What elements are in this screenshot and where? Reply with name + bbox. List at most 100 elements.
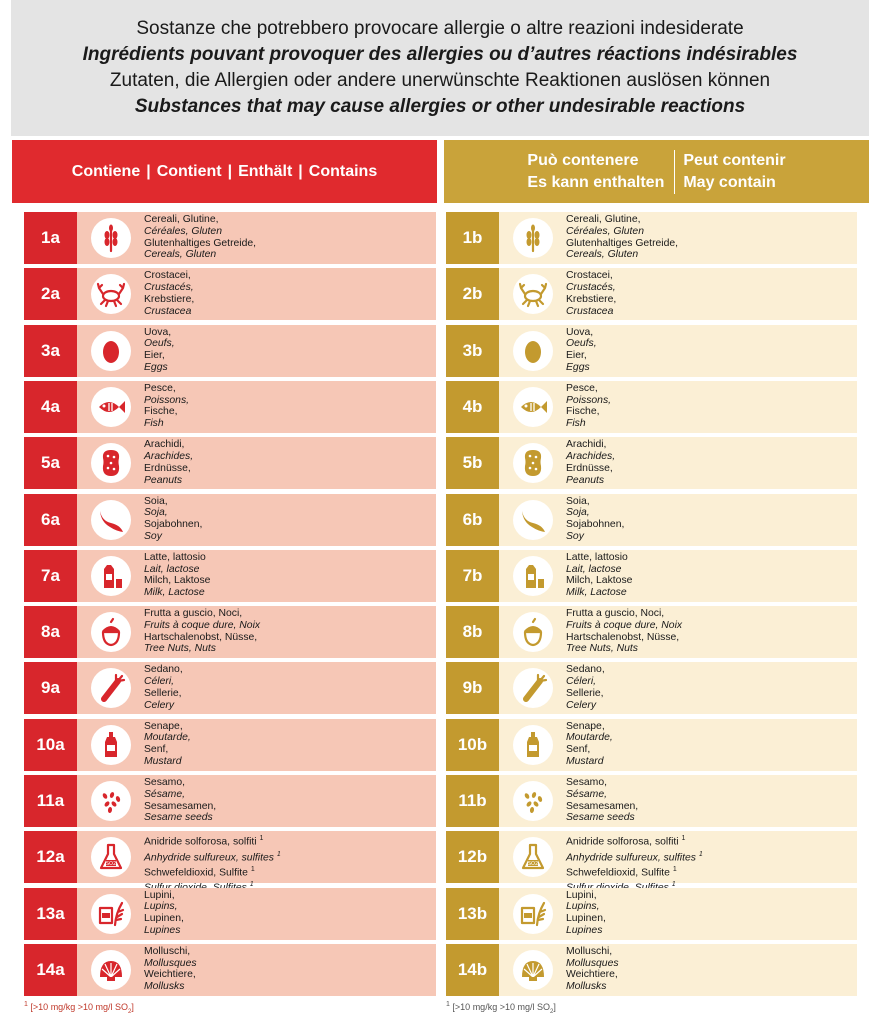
allergen-code: 5b: [446, 437, 499, 490]
allergen-code: 9a: [24, 662, 77, 715]
name-en: Mollusks: [566, 981, 607, 993]
name-de: Milch, Laktose: [566, 575, 633, 587]
allergen-names: Senape, Moutarde, Senf, Mustard: [566, 719, 613, 771]
name-fr: Crustacés,: [144, 282, 194, 294]
name-it: Arachidi,: [566, 439, 607, 451]
allergen-code: 7b: [446, 549, 499, 602]
allergen-names: Sesamo, Sésame, Sesamesamen, Sesame seeds: [144, 775, 216, 827]
name-en: Celery: [566, 699, 597, 711]
allergen-code: 9b: [446, 662, 499, 715]
name-de: Eier,: [144, 350, 165, 362]
allergen-code: 13a: [24, 887, 77, 940]
name-en: Peanuts: [144, 474, 183, 486]
name-it: Anidride solforosa, solfiti 1: [144, 835, 264, 848]
allergen-names: Latte, lattosio Lait, lactose Milch, Lakto…: [566, 550, 632, 602]
name-fr: Anhydride sulfureux, sulfites 1: [566, 850, 703, 864]
name-it: Lupini,: [566, 889, 597, 901]
name-de: Hartschalenobst, Nüsse,: [566, 631, 680, 643]
name-en: Milk, Lactose: [144, 587, 205, 599]
name-en: Eggs: [144, 361, 168, 373]
name-en: Soy: [144, 530, 162, 542]
allergen-row-4b: 4b Pesce, Poissons, Fische, Fish: [446, 380, 857, 433]
allergen-names: Frutta a guscio, Noci, Fruits à coque dur…: [566, 606, 682, 658]
name-fr: Fruits à coque dure, Noix: [566, 619, 683, 631]
allergen-row-4a: 4a Pesce, Poissons, Fische, Fish: [24, 380, 436, 433]
name-fr: Mollusques: [566, 957, 619, 969]
name-it: Frutta a guscio, Noci,: [144, 608, 243, 620]
allergen-code: 1a: [24, 212, 77, 264]
allergen-names: Soia, Soja, Sojabohnen, Soy: [566, 494, 624, 546]
name-it: Soia,: [566, 495, 590, 507]
allergen-row-9b: 9b Sedano, Céleri, Sellerie, Celery: [446, 662, 857, 715]
name-de: Lupinen,: [566, 913, 606, 925]
name-it: Sesamo,: [144, 777, 186, 788]
allergen-names: Molluschi, Mollusques Weichtiere, Mollusks: [144, 944, 197, 996]
allergen-names: Soia, Soja, Sojabohnen, Soy: [144, 494, 202, 546]
sesame-icon: [91, 781, 131, 821]
name-en: Eggs: [566, 361, 590, 373]
allergen-code: 4b: [446, 380, 499, 433]
name-de: Krebstiere,: [144, 293, 195, 305]
name-de: Sojabohnen,: [144, 519, 203, 531]
allergen-code: 2a: [24, 268, 77, 321]
allergen-code: 11a: [24, 775, 77, 827]
name-fr: Céréales, Gluten: [144, 225, 222, 237]
name-de: Eier,: [566, 350, 587, 362]
name-fr: Anhydride sulfureux, sulfites 1: [144, 850, 281, 864]
svg-text:SO2: SO2: [528, 861, 538, 867]
allergen-code: 14b: [446, 943, 499, 996]
name-de: Fische,: [566, 406, 600, 418]
name-it: Anidride solforosa, solfiti 1: [566, 835, 686, 848]
name-en: Milk, Lactose: [566, 587, 627, 599]
name-de: Weichtiere,: [144, 969, 196, 981]
sesame-icon: [513, 781, 553, 821]
egg-icon: [91, 330, 131, 371]
name-de: Schwefeldioxid, Sulfite 1: [566, 865, 677, 879]
name-it: Senape,: [566, 720, 605, 732]
name-en: Lupines: [144, 924, 181, 936]
allergen-row-3b: 3b Uova, Oeufs, Eier, Eggs: [446, 324, 857, 377]
title-english: Substances that may cause allergies or o…: [134, 96, 746, 117]
contains-header: Contiene | Contient | Enthält | Contains: [12, 140, 437, 203]
allergen-code: 5a: [24, 437, 77, 490]
flask-icon: SO2: [513, 837, 553, 878]
name-de: Sellerie,: [144, 687, 182, 699]
name-fr: Moutarde,: [566, 732, 613, 744]
allergen-row-13a: 13a Lupini, Lupins, Lupinen, Lupines: [24, 887, 436, 940]
name-fr: Sésame,: [144, 788, 186, 800]
name-en: Cereals, Gluten: [144, 249, 217, 261]
name-fr: Moutarde,: [144, 732, 191, 744]
allergen-row-8a: 8a Frutta a guscio, Noci, Fruits à coque d…: [24, 606, 436, 659]
allergen-names: Pesce, Poissons, Fische, Fish: [566, 381, 611, 433]
name-en: Sesame seeds: [144, 812, 213, 824]
name-it: Soia,: [144, 495, 168, 507]
allergen-row-12b: 12b SO2 Anidride solforosa, solfiti 1 Anhyd…: [446, 831, 857, 894]
allergen-names: Arachidi, Arachides, Erdnüsse, Peanuts: [144, 437, 193, 489]
name-en: Celery: [144, 699, 175, 711]
allergen-code: 12b: [446, 831, 499, 884]
fish-icon: [91, 386, 131, 427]
name-de: Sellerie,: [566, 687, 604, 699]
name-it: Sesamo,: [566, 777, 608, 788]
crab-icon: [91, 274, 131, 315]
name-en: Tree Nuts, Nuts: [566, 643, 638, 655]
allergen-row-6b: 6b Soia, Soja, Sojabohnen, Soy: [446, 493, 857, 546]
name-it: Latte, lattosio: [144, 551, 206, 563]
allergen-names: Cereali, Glutine, Céréales, Gluten Glutenh…: [566, 212, 678, 264]
allergen-names: Senape, Moutarde, Senf, Mustard: [144, 719, 191, 771]
name-it: Frutta a guscio, Noci,: [566, 608, 665, 620]
soy-icon: [91, 499, 131, 540]
allergen-names: Sesamo, Sésame, Sesamesamen, Sesame seeds: [566, 775, 638, 827]
allergen-names: Pesce, Poissons, Fische, Fish: [144, 381, 189, 433]
contains-en: Contains: [308, 162, 378, 180]
allergen-row-2a: 2a Crostacei, Crustacés, Krebstiere, Crustac…: [24, 268, 436, 321]
name-en: Mollusks: [144, 981, 185, 993]
wheat-icon: [513, 218, 553, 258]
name-de: Sesamesamen,: [144, 800, 217, 812]
allergen-names: Lupini, Lupins, Lupinen, Lupines: [566, 888, 606, 940]
allergen-code: 14a: [24, 943, 77, 996]
name-fr: Crustacés,: [566, 282, 616, 294]
title-german: Zutaten, die Allergien oder andere unerw…: [109, 70, 771, 91]
fish-icon: [513, 386, 553, 427]
title-italian: Sostanze che potrebbero provocare allerg…: [136, 18, 744, 39]
